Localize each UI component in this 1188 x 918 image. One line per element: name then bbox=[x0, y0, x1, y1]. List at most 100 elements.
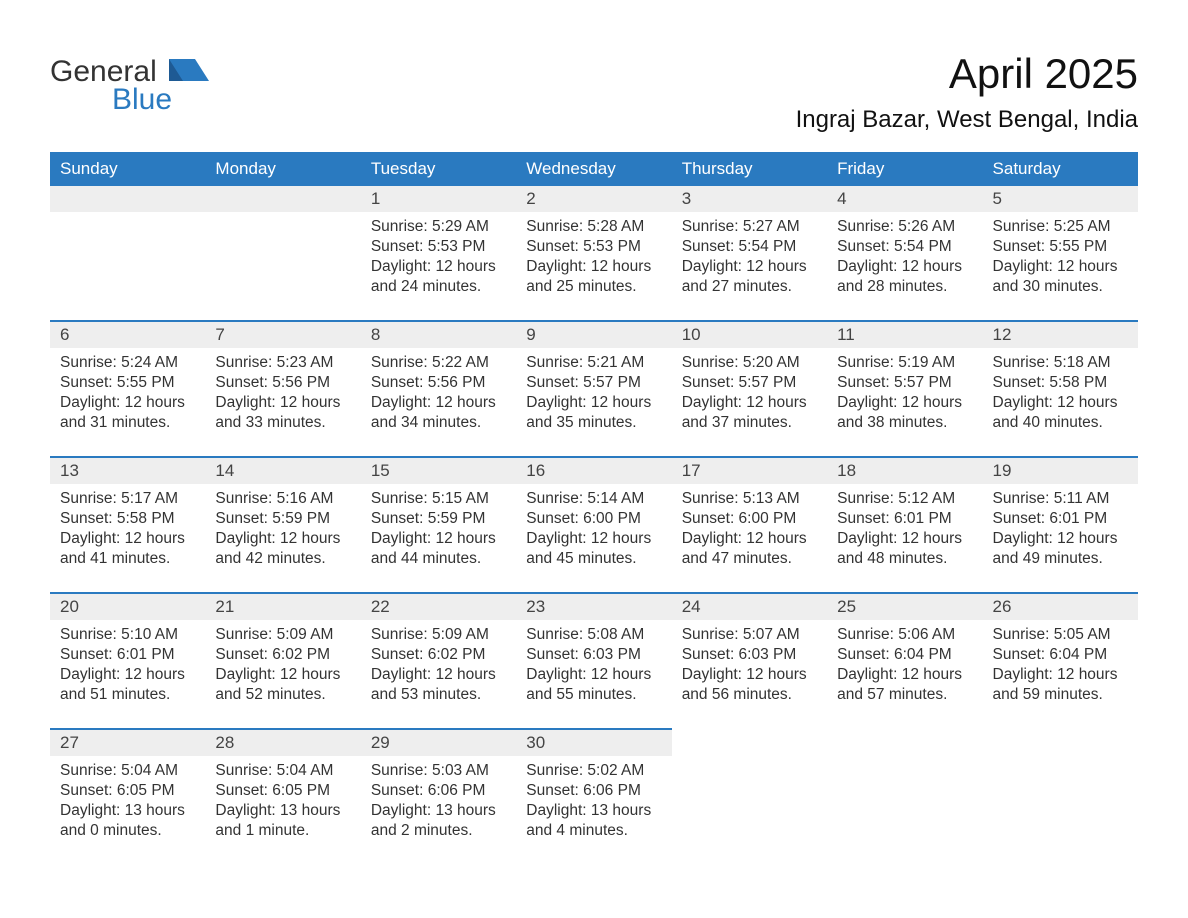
day-number: 17 bbox=[672, 458, 827, 484]
day-number: 3 bbox=[672, 186, 827, 212]
sunset-text: Sunset: 6:06 PM bbox=[371, 781, 506, 801]
sunrise-text: Sunrise: 5:07 AM bbox=[682, 625, 817, 645]
day-wrap: 28Sunrise: 5:04 AMSunset: 6:05 PMDayligh… bbox=[205, 728, 360, 864]
sunrise-text: Sunrise: 5:13 AM bbox=[682, 489, 817, 509]
month-title: April 2025 bbox=[796, 50, 1138, 98]
daylight-text-1: Daylight: 12 hours bbox=[837, 529, 972, 549]
calendar-cell: 25Sunrise: 5:06 AMSunset: 6:04 PMDayligh… bbox=[827, 592, 982, 728]
calendar-cell bbox=[827, 728, 982, 864]
sunset-text: Sunset: 5:57 PM bbox=[526, 373, 661, 393]
sunrise-text: Sunrise: 5:18 AM bbox=[993, 353, 1128, 373]
day-wrap: 21Sunrise: 5:09 AMSunset: 6:02 PMDayligh… bbox=[205, 592, 360, 728]
day-number: 20 bbox=[50, 594, 205, 620]
daylight-text-2: and 48 minutes. bbox=[837, 549, 972, 569]
day-number: 15 bbox=[361, 458, 516, 484]
sunset-text: Sunset: 5:54 PM bbox=[682, 237, 817, 257]
day-wrap: 19Sunrise: 5:11 AMSunset: 6:01 PMDayligh… bbox=[983, 456, 1138, 592]
sunrise-text: Sunrise: 5:20 AM bbox=[682, 353, 817, 373]
daylight-text-1: Daylight: 12 hours bbox=[837, 393, 972, 413]
day-details: Sunrise: 5:04 AMSunset: 6:05 PMDaylight:… bbox=[205, 756, 360, 864]
sunrise-text: Sunrise: 5:28 AM bbox=[526, 217, 661, 237]
daylight-text-1: Daylight: 12 hours bbox=[526, 393, 661, 413]
day-number: 29 bbox=[361, 730, 516, 756]
daylight-text-2: and 24 minutes. bbox=[371, 277, 506, 297]
daylight-text-2: and 49 minutes. bbox=[993, 549, 1128, 569]
brand-part2: Blue bbox=[112, 84, 209, 116]
calendar-cell: 17Sunrise: 5:13 AMSunset: 6:00 PMDayligh… bbox=[672, 456, 827, 592]
day-number: 7 bbox=[205, 322, 360, 348]
calendar-cell: 19Sunrise: 5:11 AMSunset: 6:01 PMDayligh… bbox=[983, 456, 1138, 592]
day-details: Sunrise: 5:12 AMSunset: 6:01 PMDaylight:… bbox=[827, 484, 982, 592]
daylight-text-1: Daylight: 12 hours bbox=[837, 665, 972, 685]
calendar-cell: 13Sunrise: 5:17 AMSunset: 5:58 PMDayligh… bbox=[50, 456, 205, 592]
weekday-header: Sunday bbox=[50, 152, 205, 186]
sunset-text: Sunset: 5:56 PM bbox=[371, 373, 506, 393]
calendar-cell: 1Sunrise: 5:29 AMSunset: 5:53 PMDaylight… bbox=[361, 186, 516, 320]
day-details: Sunrise: 5:14 AMSunset: 6:00 PMDaylight:… bbox=[516, 484, 671, 592]
calendar-cell: 8Sunrise: 5:22 AMSunset: 5:56 PMDaylight… bbox=[361, 320, 516, 456]
daylight-text-2: and 59 minutes. bbox=[993, 685, 1128, 705]
daylight-text-2: and 40 minutes. bbox=[993, 413, 1128, 433]
day-details: Sunrise: 5:16 AMSunset: 5:59 PMDaylight:… bbox=[205, 484, 360, 592]
sunset-text: Sunset: 6:03 PM bbox=[526, 645, 661, 665]
daylight-text-2: and 53 minutes. bbox=[371, 685, 506, 705]
day-wrap: 9Sunrise: 5:21 AMSunset: 5:57 PMDaylight… bbox=[516, 320, 671, 456]
sunrise-text: Sunrise: 5:16 AM bbox=[215, 489, 350, 509]
day-details: Sunrise: 5:29 AMSunset: 5:53 PMDaylight:… bbox=[361, 212, 516, 320]
daylight-text-2: and 37 minutes. bbox=[682, 413, 817, 433]
daylight-text-2: and 38 minutes. bbox=[837, 413, 972, 433]
calendar-week-row: 1Sunrise: 5:29 AMSunset: 5:53 PMDaylight… bbox=[50, 186, 1138, 320]
weekday-header-row: Sunday Monday Tuesday Wednesday Thursday… bbox=[50, 152, 1138, 186]
day-wrap: 6Sunrise: 5:24 AMSunset: 5:55 PMDaylight… bbox=[50, 320, 205, 456]
daylight-text-2: and 27 minutes. bbox=[682, 277, 817, 297]
day-details: Sunrise: 5:02 AMSunset: 6:06 PMDaylight:… bbox=[516, 756, 671, 864]
calendar-week-row: 27Sunrise: 5:04 AMSunset: 6:05 PMDayligh… bbox=[50, 728, 1138, 864]
sunset-text: Sunset: 5:55 PM bbox=[60, 373, 195, 393]
sunset-text: Sunset: 6:00 PM bbox=[526, 509, 661, 529]
day-number: 4 bbox=[827, 186, 982, 212]
day-number: 18 bbox=[827, 458, 982, 484]
sunset-text: Sunset: 5:56 PM bbox=[215, 373, 350, 393]
day-number: 6 bbox=[50, 322, 205, 348]
calendar-cell: 2Sunrise: 5:28 AMSunset: 5:53 PMDaylight… bbox=[516, 186, 671, 320]
daylight-text-2: and 28 minutes. bbox=[837, 277, 972, 297]
daylight-text-1: Daylight: 12 hours bbox=[371, 257, 506, 277]
day-number: 5 bbox=[983, 186, 1138, 212]
calendar-cell: 5Sunrise: 5:25 AMSunset: 5:55 PMDaylight… bbox=[983, 186, 1138, 320]
calendar-body: 1Sunrise: 5:29 AMSunset: 5:53 PMDaylight… bbox=[50, 186, 1138, 864]
daylight-text-1: Daylight: 12 hours bbox=[60, 665, 195, 685]
sunrise-text: Sunrise: 5:22 AM bbox=[371, 353, 506, 373]
daylight-text-1: Daylight: 12 hours bbox=[993, 257, 1128, 277]
daylight-text-2: and 57 minutes. bbox=[837, 685, 972, 705]
day-wrap: 3Sunrise: 5:27 AMSunset: 5:54 PMDaylight… bbox=[672, 186, 827, 320]
day-details: Sunrise: 5:11 AMSunset: 6:01 PMDaylight:… bbox=[983, 484, 1138, 592]
sunset-text: Sunset: 5:53 PM bbox=[526, 237, 661, 257]
day-wrap: 15Sunrise: 5:15 AMSunset: 5:59 PMDayligh… bbox=[361, 456, 516, 592]
sunrise-text: Sunrise: 5:17 AM bbox=[60, 489, 195, 509]
calendar-cell: 15Sunrise: 5:15 AMSunset: 5:59 PMDayligh… bbox=[361, 456, 516, 592]
daylight-text-1: Daylight: 12 hours bbox=[371, 393, 506, 413]
sunrise-text: Sunrise: 5:09 AM bbox=[371, 625, 506, 645]
sunset-text: Sunset: 6:01 PM bbox=[60, 645, 195, 665]
sunrise-text: Sunrise: 5:15 AM bbox=[371, 489, 506, 509]
day-details: Sunrise: 5:03 AMSunset: 6:06 PMDaylight:… bbox=[361, 756, 516, 864]
calendar-cell: 11Sunrise: 5:19 AMSunset: 5:57 PMDayligh… bbox=[827, 320, 982, 456]
daylight-text-2: and 4 minutes. bbox=[526, 821, 661, 841]
sunrise-text: Sunrise: 5:05 AM bbox=[993, 625, 1128, 645]
day-wrap: 18Sunrise: 5:12 AMSunset: 6:01 PMDayligh… bbox=[827, 456, 982, 592]
empty-day-body bbox=[50, 212, 205, 320]
daylight-text-1: Daylight: 12 hours bbox=[215, 665, 350, 685]
daylight-text-2: and 1 minute. bbox=[215, 821, 350, 841]
day-wrap: 24Sunrise: 5:07 AMSunset: 6:03 PMDayligh… bbox=[672, 592, 827, 728]
calendar-cell bbox=[672, 728, 827, 864]
day-wrap: 20Sunrise: 5:10 AMSunset: 6:01 PMDayligh… bbox=[50, 592, 205, 728]
daylight-text-2: and 0 minutes. bbox=[60, 821, 195, 841]
day-wrap: 4Sunrise: 5:26 AMSunset: 5:54 PMDaylight… bbox=[827, 186, 982, 320]
day-details: Sunrise: 5:13 AMSunset: 6:00 PMDaylight:… bbox=[672, 484, 827, 592]
day-number: 19 bbox=[983, 458, 1138, 484]
daylight-text-1: Daylight: 12 hours bbox=[371, 665, 506, 685]
daylight-text-1: Daylight: 12 hours bbox=[682, 257, 817, 277]
day-wrap: 14Sunrise: 5:16 AMSunset: 5:59 PMDayligh… bbox=[205, 456, 360, 592]
daylight-text-1: Daylight: 13 hours bbox=[371, 801, 506, 821]
calendar-cell: 24Sunrise: 5:07 AMSunset: 6:03 PMDayligh… bbox=[672, 592, 827, 728]
